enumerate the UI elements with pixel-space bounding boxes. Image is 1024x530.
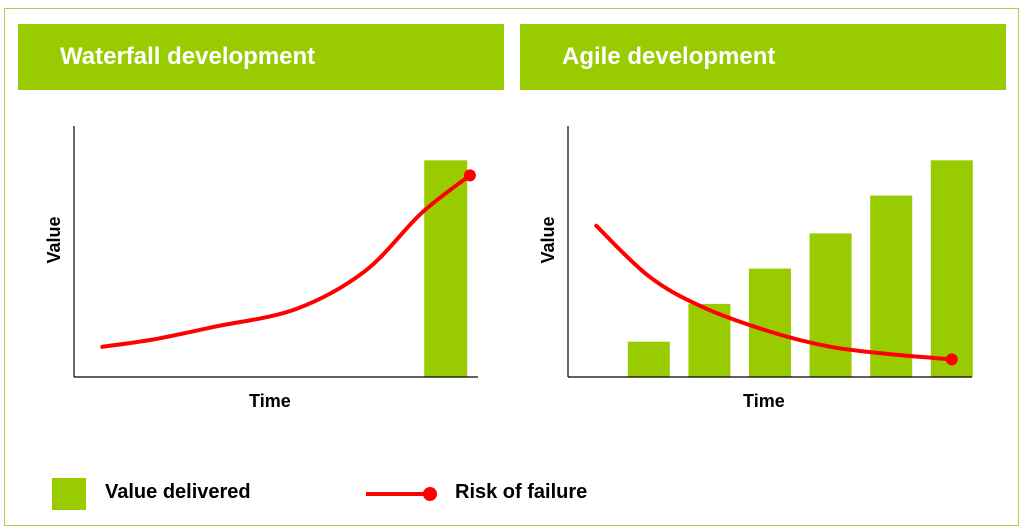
risk-of-failure-legend-line [366, 487, 437, 501]
value-delivered-legend-swatch [52, 478, 86, 510]
value-bar [930, 160, 973, 377]
chart-frame [4, 8, 1019, 526]
value-bar [627, 341, 670, 377]
agile-panel-title: Agile development [520, 24, 1006, 90]
waterfall-panel-title: Waterfall development [18, 24, 504, 90]
value-bar [870, 195, 913, 377]
risk-end-marker [463, 169, 476, 182]
value-bar [749, 268, 791, 377]
y-axis-label: Value [538, 216, 558, 263]
waterfall-chart: Time Value [44, 126, 478, 411]
risk-of-failure-line [594, 223, 954, 362]
x-axis-label: Time [249, 391, 291, 411]
value-delivered-legend-label: Value delivered [105, 481, 251, 503]
x-axis-label: Time [743, 391, 785, 411]
y-axis-label: Value [44, 216, 64, 263]
risk-end-marker [945, 353, 958, 366]
value-bar [424, 160, 468, 377]
legend-line-marker [423, 487, 437, 501]
risk-of-failure-line [100, 173, 472, 349]
risk-of-failure-legend-label: Risk of failure [455, 481, 588, 503]
agile-chart: Time Value [538, 126, 973, 411]
value-bar [809, 233, 852, 377]
